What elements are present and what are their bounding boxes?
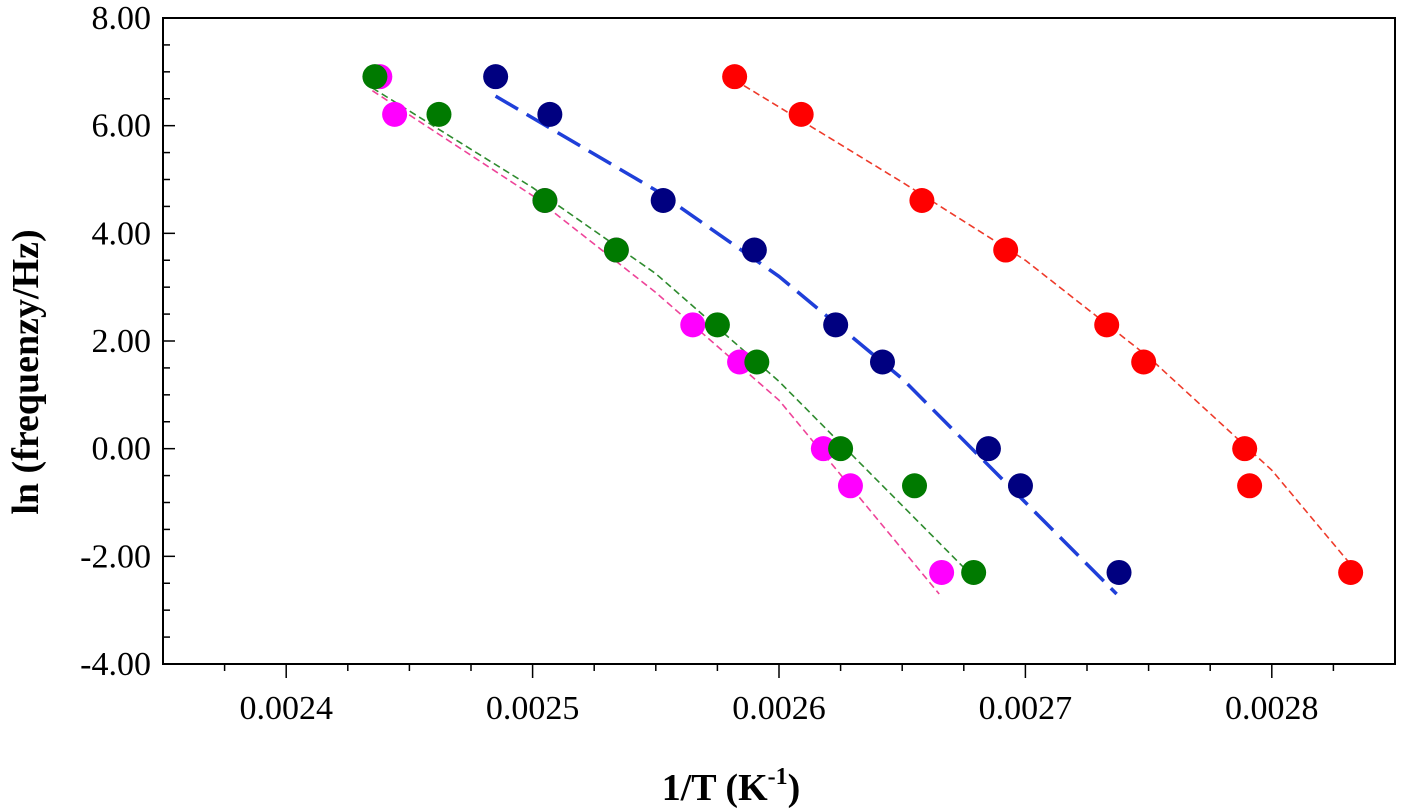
data-point-series-1: [727, 349, 753, 375]
fit-lines: [371, 79, 1352, 596]
x-axis-title-end: ): [788, 767, 801, 809]
fit-line-series-3: [494, 94, 1118, 596]
data-point-series-4: [1131, 349, 1157, 375]
y-tick-label: 6.00: [92, 108, 152, 145]
x-tick-label: 0.0027: [979, 690, 1073, 727]
data-point-series-2: [362, 64, 388, 90]
data-point-series-2: [744, 349, 770, 375]
y-tick-label: 4.00: [92, 215, 152, 252]
data-point-series-4: [1094, 312, 1120, 338]
data-point-series-2: [704, 312, 730, 338]
data-point-series-3: [1106, 559, 1132, 585]
data-point-series-4: [722, 64, 748, 90]
data-point-series-4: [1338, 559, 1364, 585]
x-tick-label: 0.0028: [1225, 690, 1319, 727]
y-tick-label: 0.00: [92, 431, 152, 468]
data-point-series-3: [823, 312, 849, 338]
data-point-series-1: [382, 101, 408, 127]
y-axis-title: ln (frequenzy/Hz): [5, 229, 47, 514]
data-point-series-3: [1007, 473, 1033, 499]
data-point-series-2: [902, 473, 928, 499]
tick-labels: 0.0024 0.0025 0.0026 0.0027 0.0028 -4.00 -2.00…: [80, 0, 1318, 727]
y-tick-label: 8.00: [92, 0, 152, 37]
data-point-series-4: [909, 187, 935, 213]
data-point-series-1: [837, 473, 863, 499]
data-point-series-3: [741, 237, 767, 263]
x-tick-label: 0.0026: [732, 690, 826, 727]
fit-line-series-2: [371, 87, 970, 574]
data-point-series-4: [993, 237, 1019, 263]
data-point-series-4: [1237, 473, 1263, 499]
x-tick-label: 0.0025: [486, 690, 580, 727]
data-point-series-4: [788, 101, 814, 127]
fit-line-series-1: [371, 90, 940, 595]
data-point-series-1: [929, 559, 955, 585]
data-point-series-2: [426, 101, 452, 127]
data-point-series-3: [650, 187, 676, 213]
data-point-series-3: [869, 349, 895, 375]
y-tick-label: -4.00: [80, 646, 151, 683]
data-points: [362, 64, 1364, 585]
data-point-series-4: [1232, 436, 1258, 462]
fit-line-series-4: [734, 79, 1352, 565]
data-point-series-2: [603, 237, 629, 263]
y-tick-label: -2.00: [80, 538, 151, 575]
data-point-series-1: [810, 436, 836, 462]
x-axis-title: 1/T (K-1): [662, 764, 801, 809]
x-axis-title-superscript: -1: [768, 764, 788, 790]
data-point-series-2: [532, 187, 558, 213]
axis-ticks: [163, 44, 1335, 678]
data-point-series-2: [961, 559, 987, 585]
x-tick-label: 0.0024: [239, 690, 333, 727]
data-point-series-3: [537, 101, 563, 127]
data-point-series-3: [483, 64, 509, 90]
data-point-series-1: [680, 312, 706, 338]
y-tick-label: 2.00: [92, 323, 152, 360]
data-point-series-2: [828, 436, 854, 462]
plot-frame: [162, 17, 1396, 665]
x-axis-title-main: 1/T (K: [662, 767, 768, 809]
data-point-series-3: [975, 436, 1001, 462]
